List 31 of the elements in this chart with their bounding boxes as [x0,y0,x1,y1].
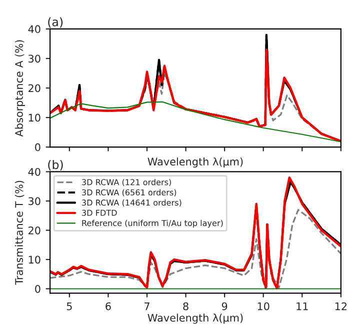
y-tick-label: 40 [28,25,40,34]
line-series [50,101,341,142]
x-axis-title: Wavelength λ(μm) [148,314,243,324]
x-axis-title: Wavelength λ(μm) [148,157,243,168]
x-tick-label: 10 [258,302,270,310]
x-tick-label: 5 [66,302,72,310]
y-tick-label: 40 [28,168,40,176]
y-tick-label: 20 [28,226,40,234]
y-tick-label: 0 [35,284,40,293]
legend-label: 3D RCWA (121 orders) [82,178,171,186]
legend-label: 3D RCWA (6561 orders) [82,189,176,196]
x-tick-label: 8 [183,302,188,310]
y-axis-title: Absorptance A (%) [14,40,25,137]
x-tick-label: 12 [335,302,347,310]
chart-title: (b) [48,160,63,171]
y-tick-label: 10 [28,114,40,122]
legend-label: 3D FDTD [82,210,117,216]
y-tick-label: 20 [28,84,40,92]
x-tick-label: 7 [144,302,150,310]
x-tick-label: 6 [106,302,111,310]
y-tick-label: 10 [28,256,40,264]
line-series [50,208,341,289]
y-tick-label: 30 [28,197,40,206]
chart-title: (a) [48,17,63,28]
y-axis-title: Transmittance T (%) [14,180,24,285]
y-tick-label: 30 [28,54,40,63]
y-tick-label: 0 [35,143,40,152]
legend-label: Reference (uniform Ti/Au top layer) [82,220,223,228]
legend-label: 3D RCWA (14641 orders) [82,199,182,207]
x-tick-label: 9 [222,302,228,310]
x-tick-label: 11 [296,302,308,310]
